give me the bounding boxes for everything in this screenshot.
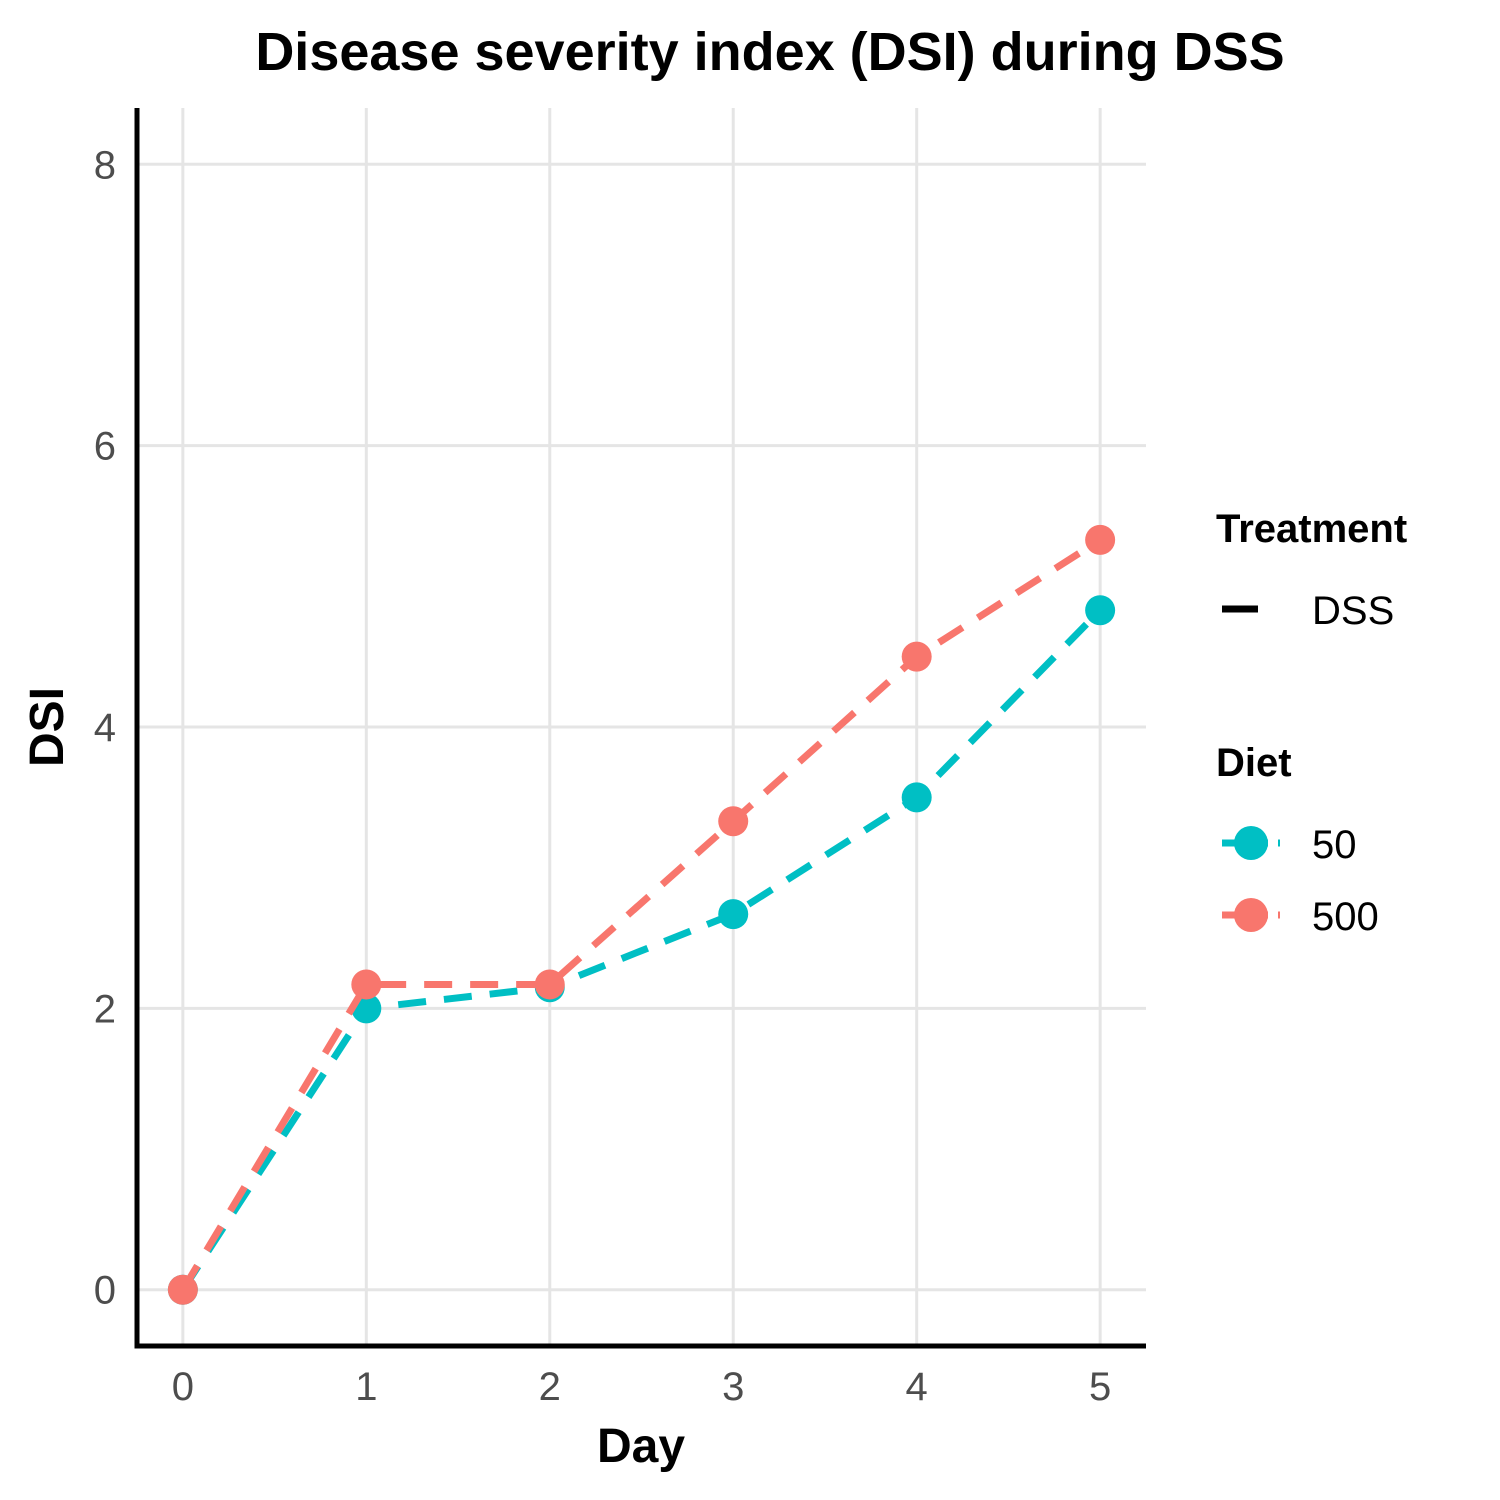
y-tick-label-0: 0: [94, 1269, 116, 1313]
data-point-500-day-0: [167, 1274, 198, 1305]
data-point-500-day-1: [351, 969, 382, 1000]
data-point-500-day-2: [534, 969, 565, 1000]
data-point-50-day-4: [901, 782, 932, 813]
x-tick-label-1: 1: [355, 1365, 377, 1409]
grid: [137, 108, 1146, 1346]
y-tick-label-4: 4: [94, 706, 116, 750]
x-tick-label-0: 0: [172, 1365, 194, 1409]
x-tick-label-3: 3: [722, 1365, 744, 1409]
y-tick-label-6: 6: [94, 425, 116, 469]
legend-diet-key-500: [1222, 898, 1280, 932]
data-point-500-day-4: [901, 641, 932, 672]
legend-diet-label-500: 500: [1312, 895, 1379, 939]
legend: Treatment DSS Diet 50 500: [1216, 507, 1407, 939]
data-point-50-day-5: [1085, 595, 1116, 626]
y-tick-label-2: 2: [94, 987, 116, 1031]
y-tick-label-8: 8: [94, 143, 116, 187]
legend-diet-title: Diet: [1216, 741, 1292, 785]
legend-diet-key-50: [1222, 826, 1280, 860]
series-line-500: [179, 536, 1103, 1292]
series-layer: [167, 524, 1116, 1305]
series-line-50: [179, 607, 1103, 1292]
legend-treatment-title: Treatment: [1216, 507, 1407, 551]
data-point-500-day-3: [718, 806, 749, 837]
tick-labels: 0 2 4 6 8 0 1 2 3 4 5: [94, 143, 1112, 1409]
x-tick-label-2: 2: [539, 1365, 561, 1409]
x-tick-label-4: 4: [906, 1365, 928, 1409]
data-point-500-day-5: [1085, 524, 1116, 555]
x-axis-title: Day: [597, 1420, 685, 1473]
data-point-50-day-3: [718, 899, 749, 930]
legend-diet-label-50: 50: [1312, 823, 1357, 867]
chart-title: Disease severity index (DSI) during DSS: [255, 22, 1284, 82]
x-tick-label-5: 5: [1089, 1365, 1111, 1409]
y-axis-title: DSI: [21, 687, 74, 767]
legend-treatment-label: DSS: [1312, 589, 1394, 633]
